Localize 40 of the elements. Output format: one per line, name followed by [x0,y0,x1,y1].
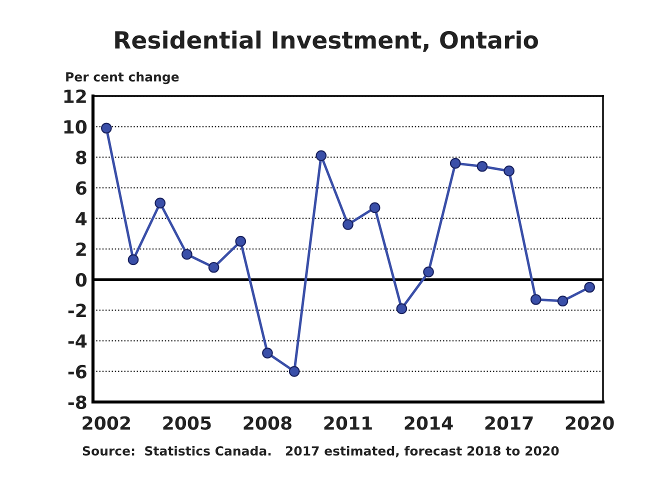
point [235,236,246,247]
point [208,262,220,273]
point [396,303,408,314]
y-tick-label: 6 [76,181,86,195]
point [557,296,568,306]
y-tick-label: 4 [76,212,87,226]
x-tick-label: 2014 [404,416,453,430]
point [450,158,461,169]
point [504,166,514,176]
point [316,150,327,162]
point [154,198,166,209]
chart-title: Residential Investment, Ontario [115,30,538,52]
y-tick-label: 0 [76,273,87,287]
point [128,254,139,266]
y-axis-title: Per cent change [66,72,179,84]
x-tick-label: 2008 [244,416,292,430]
x-tick-label: 2011 [324,416,372,430]
y-tick-label: -4 [68,334,87,348]
source-note: Source: Statistics Canada. 2017 estimated, forecast 2018 to 2020 [82,446,559,458]
x-tick-label: 2020 [566,416,614,430]
x-tick-label: 2017 [485,416,533,430]
y-tick-label: -2 [68,304,86,318]
y-tick-label: -6 [68,364,86,379]
point [423,266,434,278]
point [342,219,354,230]
point [530,294,542,305]
y-tick-label: 8 [76,150,86,164]
point [288,366,300,377]
x-tick-label: 2002 [82,416,130,430]
point [476,160,488,172]
point [369,202,380,214]
point [101,122,112,134]
point [262,348,273,358]
y-tick-label: 2 [76,242,86,256]
point [182,248,192,260]
y-tick-label: 10 [64,120,87,134]
y-tick-label: -8 [68,395,86,410]
y-tick-label: 12 [64,89,86,103]
x-tick-label: 2005 [163,416,211,430]
point [584,282,595,293]
